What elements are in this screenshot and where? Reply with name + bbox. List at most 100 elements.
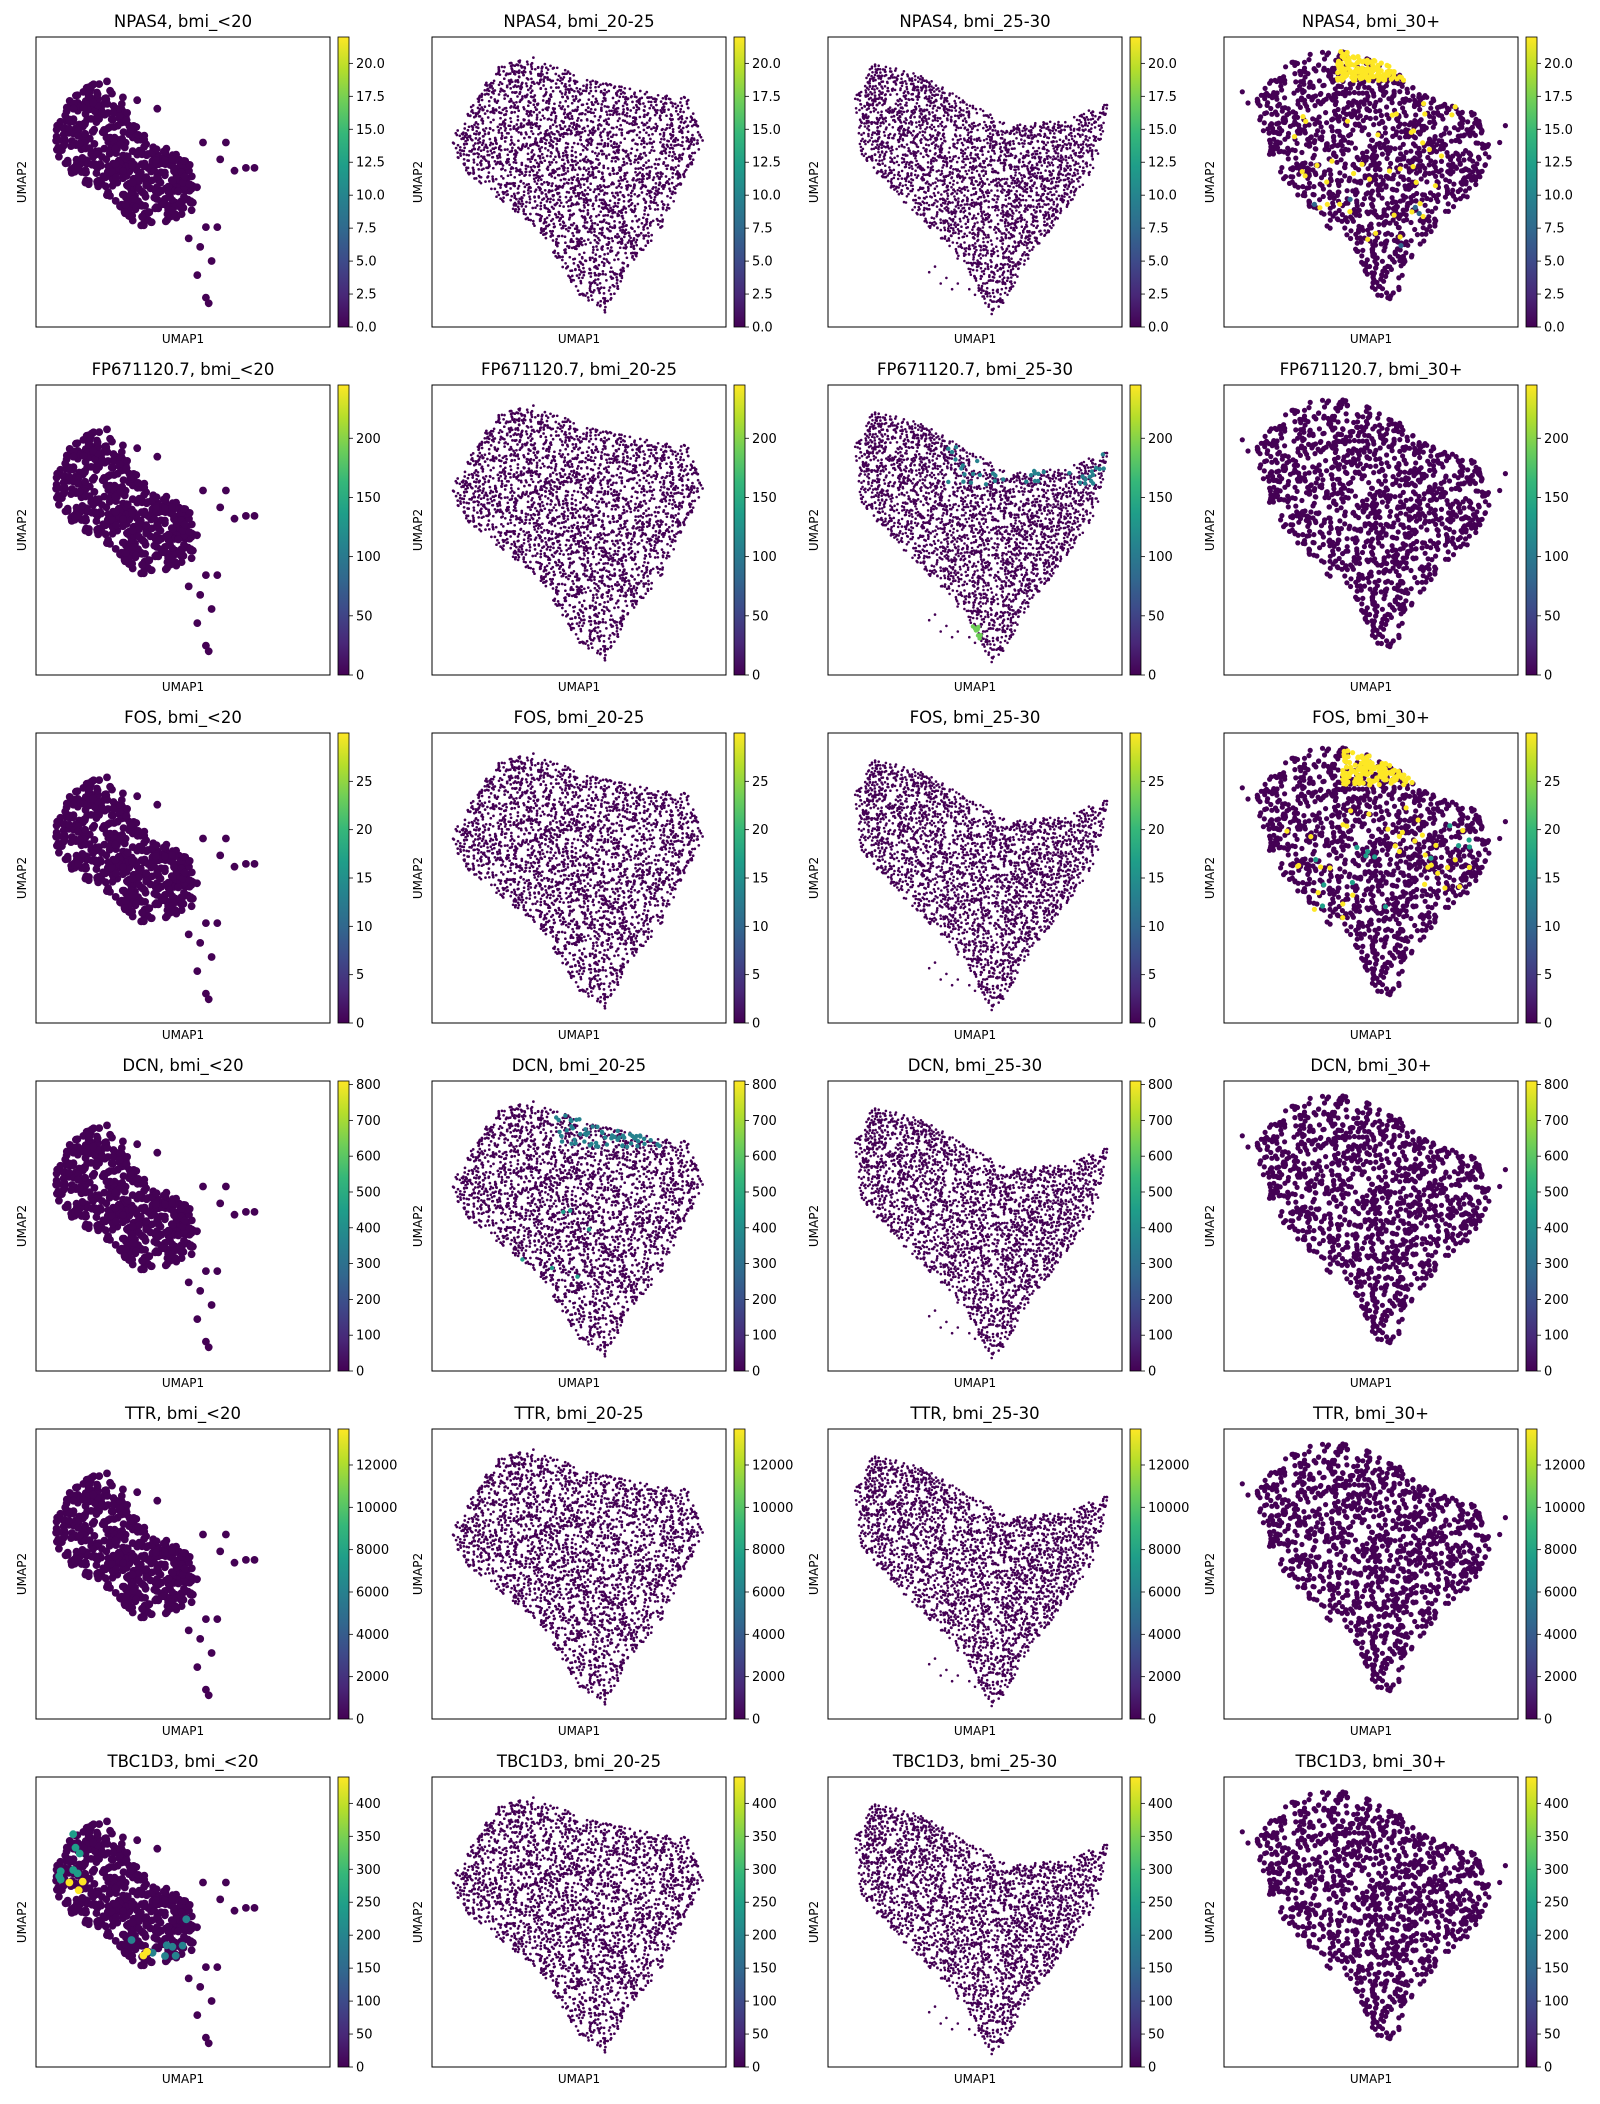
cell-point [671,172,674,175]
cell-point [629,184,632,187]
cell-point [635,111,638,114]
cell-point [661,129,664,132]
cell-point [648,176,651,179]
cell-point [579,153,582,156]
cell-point [623,92,626,95]
cell-point [181,173,189,181]
cell-point [616,194,619,197]
cell-point [524,171,527,174]
cell-point [147,218,155,226]
cell-point [579,88,582,91]
cell-point [549,64,552,67]
cell-point [459,146,462,149]
cell-point [633,93,636,96]
cell-point [588,281,591,284]
cell-point [574,134,577,137]
cell-point [616,113,619,116]
cell-point [545,195,548,198]
cell-point [584,221,587,224]
cell-point [484,112,487,115]
cell-point [688,140,691,143]
cell-point [512,161,515,164]
cell-point [500,168,503,171]
cell-point [619,191,622,194]
cell-point [93,169,101,177]
cell-point [478,180,481,183]
cell-point [523,108,526,111]
cell-point [657,163,660,166]
cell-point [654,100,657,103]
cell-point [896,93,899,96]
cell-point [670,113,673,116]
cell-point [625,211,628,214]
cell-point [581,276,584,279]
cell-point [630,195,633,198]
cell-point [611,209,614,212]
cell-point [671,155,674,158]
cell-point [95,80,103,88]
cell-point [649,138,652,141]
cell-point [76,140,84,148]
cell-point [540,191,543,194]
cell-point [575,163,578,166]
cell-point [637,161,640,164]
cell-point [648,151,651,154]
cell-point [573,121,576,124]
cell-point [647,241,650,244]
cell-point [578,125,581,128]
cell-point [662,187,665,190]
cell-point [468,150,471,153]
cell-point [991,168,994,171]
cell-point [511,142,514,145]
cell-point [180,157,188,165]
cell-point [559,179,562,182]
cell-point [661,185,664,188]
cell-point [509,117,512,120]
cell-point [622,149,625,152]
cell-point [597,85,600,88]
cell-point [635,234,638,237]
cell-point [609,113,612,116]
cell-point [554,112,557,115]
cell-point [631,189,634,192]
cell-point [487,175,490,178]
cell-point [85,89,93,97]
cell-point [603,120,606,123]
cell-point [604,97,607,100]
cell-point [594,222,597,225]
cell-point [579,186,582,189]
cell-point [666,123,669,126]
cell-point [650,221,653,224]
cell-point [480,155,483,158]
cell-point [632,187,635,190]
cell-point [517,60,520,63]
cell-point [631,179,634,182]
cell-point [599,227,602,230]
cell-point [552,222,555,225]
cell-point [596,185,599,188]
cell-point [635,179,638,182]
cell-point [500,175,503,178]
cell-point [492,129,495,132]
cell-point [576,108,579,111]
cell-point [564,125,567,128]
cell-point [568,80,571,83]
cell-point [578,113,581,116]
cell-point [510,111,513,114]
cell-point [460,138,463,141]
cell-point [656,109,659,112]
scatter-points [452,56,704,313]
cell-point [539,205,542,208]
cell-point [544,147,547,150]
cell-point [491,91,494,94]
cell-point [568,91,571,94]
cell-point [550,143,553,146]
cell-point [456,151,459,154]
cell-point [242,164,250,172]
cell-point [115,112,123,120]
scatter-points [854,63,1108,315]
cell-point [578,277,581,280]
cell-point [555,161,558,164]
cell-point [193,271,201,279]
cell-point [648,134,651,137]
